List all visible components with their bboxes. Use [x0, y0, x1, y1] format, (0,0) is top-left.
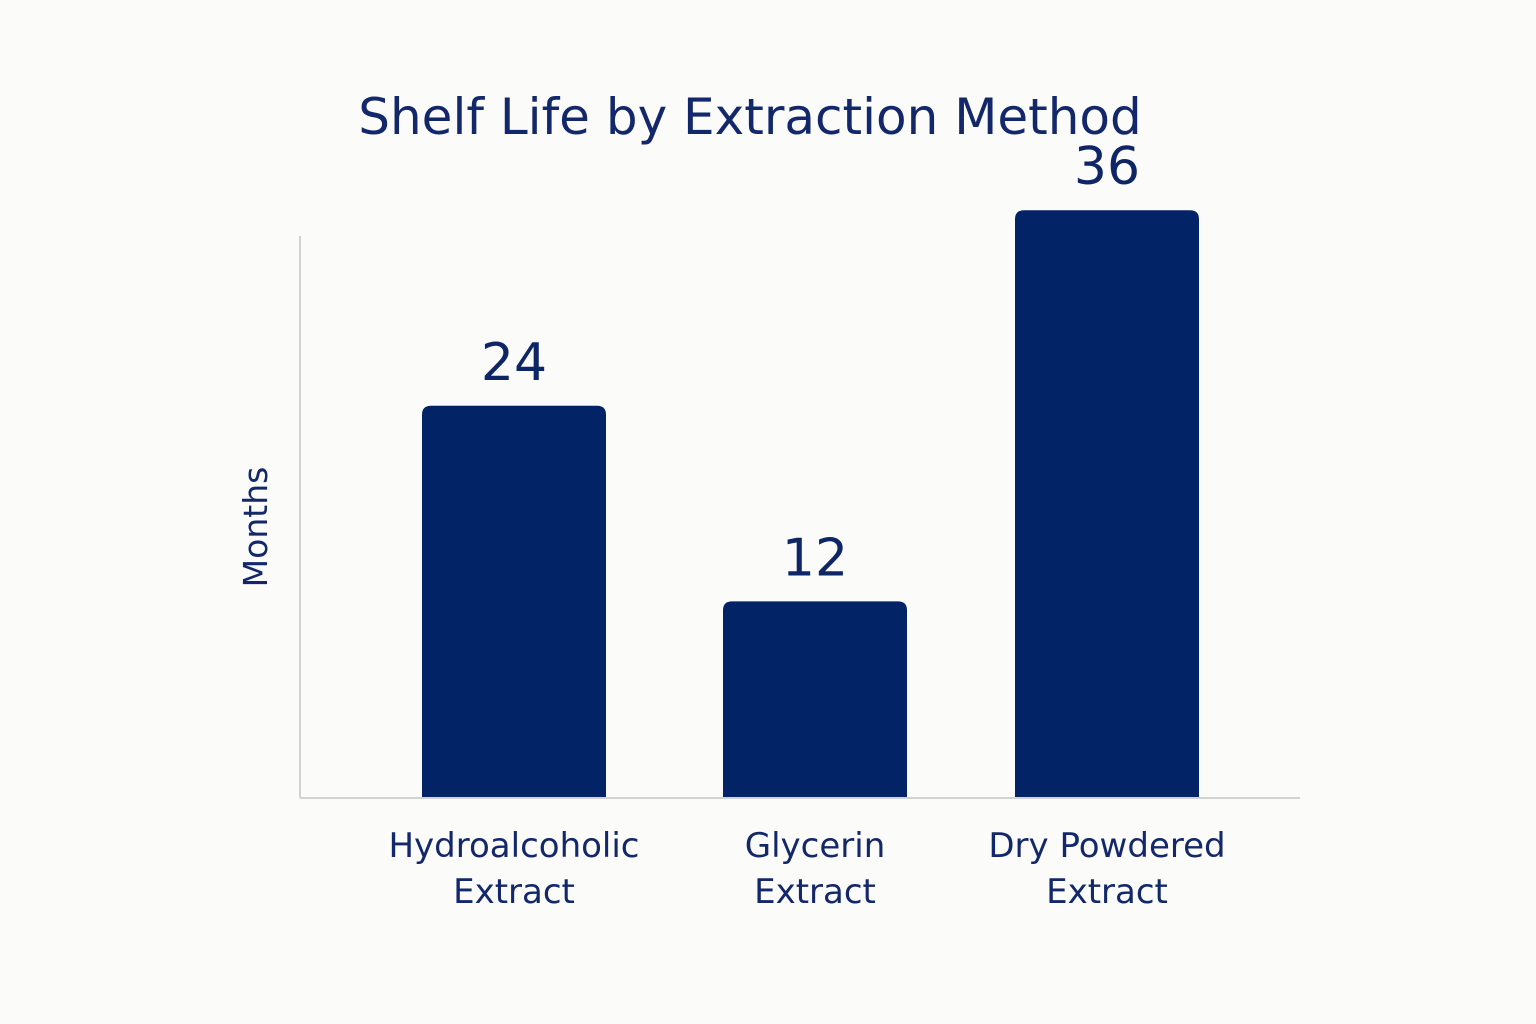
- value-label-0: 24: [481, 333, 547, 393]
- y-axis-label: Months: [236, 467, 275, 588]
- value-label-1: 12: [782, 528, 848, 588]
- bars-group: [422, 210, 1199, 797]
- x-tick-label-2: Dry Powdered Extract: [988, 826, 1225, 912]
- bar-1: [723, 601, 907, 797]
- x-tick-label-0: Hydroalcoholic Extract: [388, 826, 639, 912]
- x-tick-labels-group: Hydroalcoholic Extract Glycerin Extract Dry …: [388, 826, 1225, 912]
- chart-title: Shelf Life by Extraction Method: [358, 88, 1142, 146]
- bar-0: [422, 405, 606, 797]
- x-tick-label-1: Glycerin Extract: [745, 826, 886, 912]
- bar-2: [1015, 210, 1199, 797]
- value-labels-group: 24 12 36: [481, 137, 1140, 588]
- value-label-2: 36: [1074, 137, 1140, 197]
